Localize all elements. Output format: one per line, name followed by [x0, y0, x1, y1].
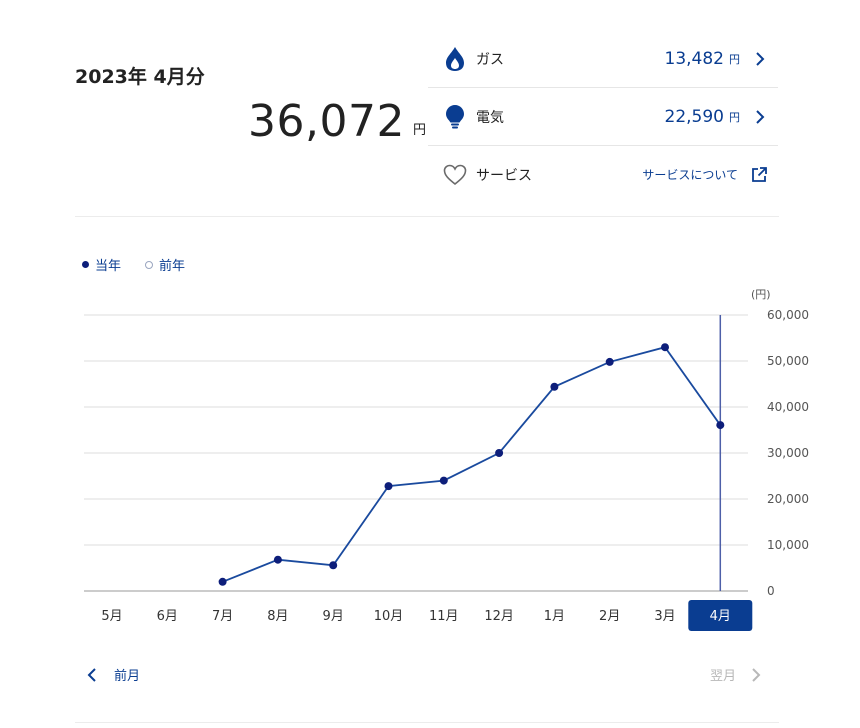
electricity-row[interactable]: 電気 22,590 円: [428, 88, 778, 146]
gas-unit: 円: [729, 52, 740, 66]
data-point: [218, 577, 227, 586]
legend-previous-label: 前年: [159, 259, 186, 274]
chart-legend: 当年 前年: [82, 255, 209, 274]
bottom-divider: [75, 722, 779, 723]
y-tick-label: 10,000: [767, 538, 809, 552]
next-month-button[interactable]: 翌月: [710, 665, 762, 684]
data-point: [550, 382, 559, 391]
monthly-usage-chart: 0 10,000 20,000 30,000 40,000 50,000 60,000 (円)…: [84, 288, 809, 631]
breakdown-list: ガス 13,482 円 電気 22,590 円: [428, 30, 778, 203]
series-line-current-year: [222, 346, 722, 583]
chevron-right-icon: [752, 667, 761, 682]
data-point: [716, 421, 725, 430]
electricity-unit: 円: [729, 110, 740, 124]
x-tick-label[interactable]: 10月: [374, 609, 404, 624]
lightbulb-icon: [442, 104, 468, 130]
legend-current-year[interactable]: 当年: [82, 255, 121, 274]
prev-month-label: 前月: [114, 669, 141, 684]
x-tick-label: 4月: [710, 609, 731, 624]
heart-outline-icon: [442, 162, 468, 188]
gas-label: ガス: [476, 51, 504, 68]
x-tick-label[interactable]: 6月: [157, 609, 178, 624]
service-row: サービス サービスについて: [428, 146, 778, 203]
y-tick-label: 20,000: [767, 492, 809, 506]
chevron-right-icon[interactable]: [750, 49, 770, 69]
data-point: [495, 449, 504, 457]
billing-period: 2023年 4月分: [75, 66, 205, 88]
external-link-icon[interactable]: [750, 166, 768, 184]
x-tick-label[interactable]: 12月: [484, 609, 514, 624]
total-amount: 36,072: [248, 96, 405, 147]
next-month-label: 翌月: [710, 669, 737, 684]
electricity-label: 電気: [476, 109, 504, 126]
x-tick-label[interactable]: 11月: [429, 609, 459, 624]
x-tick-label[interactable]: 2月: [599, 609, 620, 624]
legend-previous-year[interactable]: 前年: [145, 255, 185, 274]
gas-row[interactable]: ガス 13,482 円: [428, 30, 778, 88]
data-point: [439, 476, 448, 485]
total-amount-block: 36,072 円: [248, 94, 426, 146]
y-tick-label: 40,000: [767, 400, 809, 414]
x-tick-label[interactable]: 8月: [267, 609, 288, 624]
y-tick-label: 50,000: [767, 354, 809, 368]
data-point: [384, 482, 393, 491]
legend-current-label: 当年: [95, 259, 122, 274]
x-tick-label[interactable]: 5月: [101, 609, 122, 624]
y-tick-label: 30,000: [767, 446, 809, 460]
data-point: [329, 561, 338, 570]
electricity-amount: 22,590: [664, 106, 724, 127]
legend-current-dot: [82, 261, 89, 268]
section-divider: [75, 216, 779, 217]
selected-month-tab[interactable]: [688, 600, 753, 631]
service-label: サービス: [476, 167, 532, 184]
chevron-right-icon[interactable]: [750, 107, 770, 127]
data-point: [605, 357, 614, 366]
data-point: [661, 343, 669, 352]
flame-icon: [442, 46, 468, 72]
legend-previous-dot: [145, 260, 154, 269]
y-tick-label: 60,000: [767, 308, 809, 322]
service-info-link[interactable]: サービスについて: [642, 168, 738, 182]
gas-amount: 13,482: [664, 48, 724, 69]
x-tick-label[interactable]: 1月: [544, 609, 565, 624]
y-axis-unit-label: (円): [751, 288, 771, 301]
x-tick-label[interactable]: 9月: [323, 609, 344, 624]
chevron-left-icon: [87, 667, 96, 682]
total-unit: 円: [412, 123, 426, 138]
x-tick-label[interactable]: 3月: [654, 609, 675, 624]
data-point: [273, 555, 282, 564]
y-tick-label: 0: [767, 584, 775, 598]
x-tick-label[interactable]: 7月: [212, 609, 233, 624]
prev-month-button[interactable]: 前月: [86, 665, 140, 684]
